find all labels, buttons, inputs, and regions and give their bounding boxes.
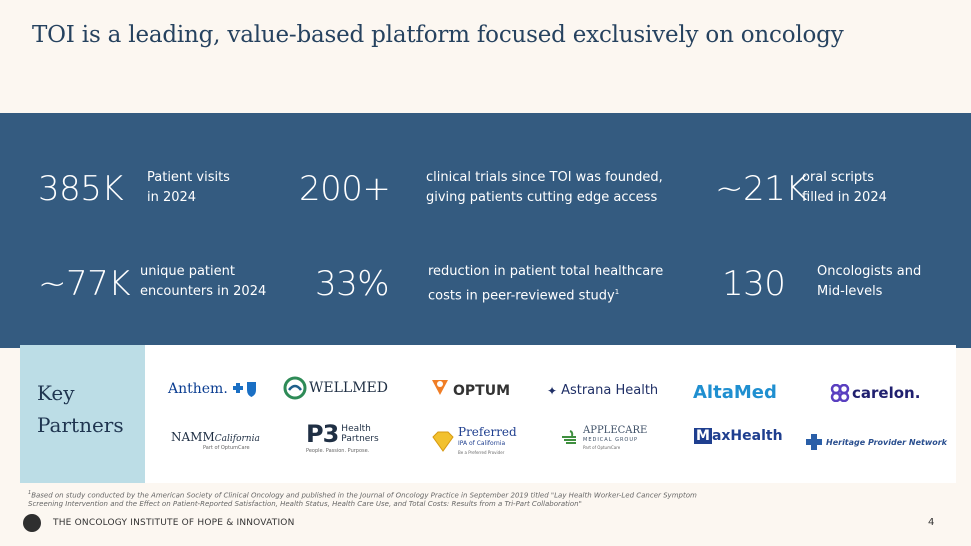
stat-encounters-desc: unique patient encounters in 2024 — [140, 264, 267, 299]
heritage-cross-icon — [806, 434, 822, 450]
carelon-knot-icon — [830, 384, 850, 402]
stat-visits-value: 385K — [38, 169, 124, 209]
stat-scripts-desc: oral scripts filled in 2024 — [802, 170, 887, 205]
astrana-star-icon: ✦ — [547, 383, 558, 398]
footer-org-name: THE ONCOLOGY INSTITUTE OF HOPE & INNOVAT… — [53, 518, 295, 528]
stat-oncologists-desc: Oncologists and Mid-levels — [817, 264, 922, 299]
astrana-logo: ✦ Astrana Health — [547, 383, 659, 398]
stat-encounters-value: ~77K — [38, 264, 131, 304]
namm-california-logo: NAMMCalifornia Part of OptumCare — [171, 430, 260, 451]
wellmed-logo: WELLMED — [283, 376, 388, 400]
stats-band: 385K Patient visits in 2024 200+ clinica… — [0, 113, 971, 348]
page-number: 4 — [928, 517, 935, 528]
preferred-ipa-logo: Preferred IPA of California Be a Preferr… — [430, 426, 517, 457]
stat-trials-value: 200+ — [299, 169, 391, 209]
preferred-diamond-icon — [432, 431, 454, 452]
stat-cost-value: 33% — [315, 264, 390, 304]
optum-flame-icon — [432, 380, 448, 395]
wellmed-swirl-icon — [283, 376, 307, 400]
stat-visits-desc: Patient visits in 2024 — [147, 170, 230, 205]
anthem-logo: Anthem. — [168, 380, 259, 398]
blue-cross-shield-icon — [232, 382, 256, 397]
p3-health-partners-logo: P3 Health Partners People. Passion. Purp… — [306, 420, 379, 454]
key-partners-panel: Key Partners Anthem. WELLMED OPTUM ✦ Ast… — [20, 345, 956, 483]
toi-logo-icon — [23, 514, 41, 532]
stat-oncologists-value: 130 — [722, 264, 786, 304]
carelon-logo: carelon. — [830, 384, 920, 402]
applecare-logo: APPLECARE MEDICAL GROUP Part of OptumCar… — [560, 425, 647, 452]
key-partners-label: Key Partners — [20, 345, 145, 483]
optum-logo: OPTUM — [429, 375, 510, 399]
stat-cost-desc: reduction in patient total healthcare co… — [428, 264, 664, 304]
heritage-provider-network-logo: Heritage Provider Network — [805, 433, 947, 451]
stat-scripts-value: ~21K — [715, 169, 808, 209]
footnote: 1Based on study conducted by the America… — [28, 490, 697, 509]
applecare-leaf-icon — [562, 429, 576, 444]
page-title: TOI is a leading, value-based platform f… — [32, 22, 844, 48]
maxhealth-logo: M axHealth — [694, 428, 783, 444]
stat-trials-desc: clinical trials since TOI was founded, g… — [426, 170, 663, 205]
altamed-logo: AltaMed — [693, 382, 777, 403]
